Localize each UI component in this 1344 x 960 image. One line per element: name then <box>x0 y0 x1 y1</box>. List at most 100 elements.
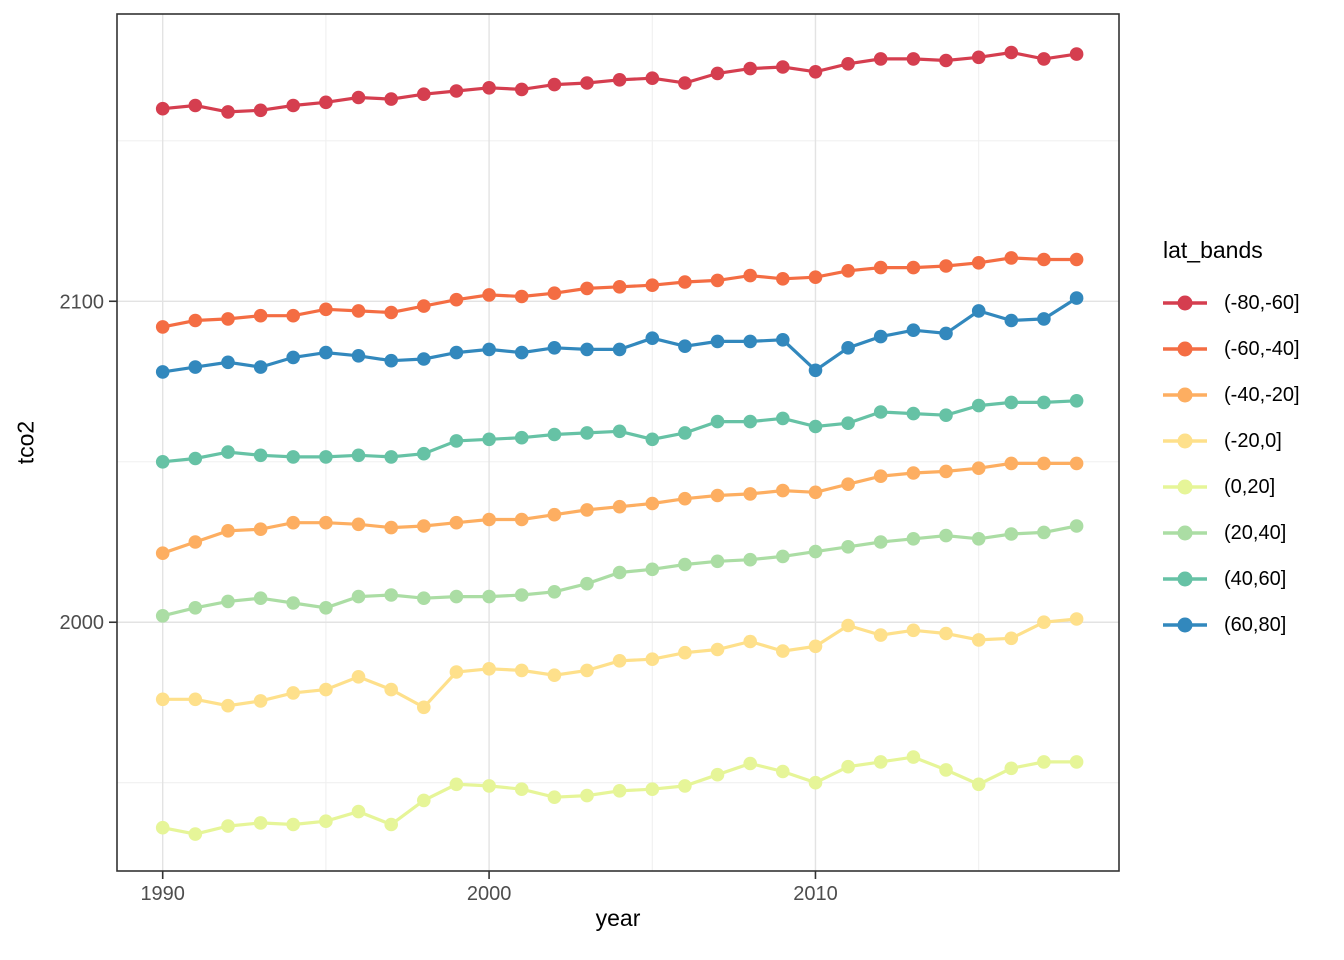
data-point <box>1069 456 1084 471</box>
legend-label: (20,40] <box>1224 521 1287 544</box>
data-point <box>776 272 790 286</box>
data-point <box>253 448 268 463</box>
data-point <box>417 591 431 605</box>
data-point <box>286 308 301 323</box>
data-point <box>939 763 953 777</box>
data-point <box>514 345 529 360</box>
data-point <box>1069 612 1084 626</box>
data-point <box>417 352 431 366</box>
data-point <box>221 594 235 609</box>
data-point <box>808 363 823 378</box>
data-point <box>547 585 562 599</box>
data-point <box>351 804 366 819</box>
data-point <box>482 589 496 604</box>
data-point <box>678 76 692 90</box>
data-point <box>906 750 921 764</box>
data-point <box>808 65 823 79</box>
data-point <box>351 448 366 463</box>
data-point <box>319 302 333 317</box>
data-point <box>482 342 496 357</box>
data-point <box>384 450 399 464</box>
data-point <box>873 329 888 344</box>
legend-title: lat_bands <box>1163 237 1263 263</box>
data-point <box>253 816 268 830</box>
data-point <box>580 426 594 440</box>
data-point <box>188 601 203 615</box>
data-point <box>449 345 464 360</box>
data-point <box>253 103 268 118</box>
data-point <box>1004 313 1019 328</box>
legend: lat_bands (-80,-60] (-60,-40] (-40,-20] (-2… <box>1163 237 1300 648</box>
data-point <box>351 670 366 684</box>
legend-key-icon <box>1163 433 1207 449</box>
data-point <box>188 313 203 328</box>
data-point <box>253 591 268 605</box>
legend-key-icon <box>1163 295 1207 311</box>
legend-item: (0,20] <box>1163 464 1300 510</box>
data-point <box>841 477 855 492</box>
data-point <box>645 782 660 796</box>
data-point <box>319 515 333 530</box>
data-point <box>776 483 790 498</box>
data-point <box>580 503 594 517</box>
data-point <box>1037 456 1051 471</box>
data-point <box>417 700 431 715</box>
data-point <box>1037 615 1051 629</box>
data-point <box>253 360 268 374</box>
data-point <box>841 759 855 774</box>
data-point <box>253 694 268 708</box>
data-point <box>253 308 268 323</box>
data-point <box>612 654 627 668</box>
y-axis-title: tco2 <box>12 420 39 465</box>
data-point <box>710 273 725 288</box>
data-point <box>776 644 790 658</box>
data-point <box>971 50 986 65</box>
data-point <box>384 682 399 697</box>
legend-key-icon <box>1163 341 1207 357</box>
data-point <box>514 588 529 602</box>
data-point <box>384 520 399 535</box>
data-point <box>188 451 203 466</box>
data-point <box>808 775 823 790</box>
data-point <box>612 784 627 798</box>
data-point <box>155 820 170 835</box>
data-point <box>906 323 921 338</box>
data-point <box>155 455 170 469</box>
data-point <box>1069 755 1084 769</box>
data-point <box>221 445 235 459</box>
data-point <box>351 90 366 105</box>
data-point <box>776 333 790 347</box>
data-point <box>645 278 660 293</box>
data-point <box>319 601 333 615</box>
data-point <box>678 339 692 354</box>
data-point <box>1004 761 1019 776</box>
data-point <box>547 77 562 92</box>
legend-item: (20,40] <box>1163 510 1300 556</box>
data-point <box>319 450 333 464</box>
data-point <box>1004 251 1019 265</box>
data-point <box>155 101 170 116</box>
data-point <box>808 485 823 500</box>
data-point <box>776 764 790 779</box>
data-point <box>1069 291 1084 305</box>
legend-item: (-60,-40] <box>1163 326 1300 372</box>
data-point <box>743 487 757 501</box>
data-point <box>906 406 921 421</box>
data-point <box>776 549 790 564</box>
data-point <box>1004 456 1019 471</box>
legend-key-icon <box>1163 479 1207 495</box>
data-point <box>580 342 594 357</box>
legend-label: (-60,-40] <box>1224 337 1300 360</box>
data-point <box>612 499 627 514</box>
data-point <box>449 777 464 792</box>
data-point <box>449 665 464 679</box>
data-point <box>514 512 529 527</box>
data-point <box>417 87 431 101</box>
data-point <box>188 535 203 549</box>
data-point <box>939 326 953 341</box>
data-point <box>1069 47 1084 61</box>
legend-label: (60,80] <box>1224 613 1287 636</box>
data-point <box>482 779 496 793</box>
data-point <box>384 588 399 602</box>
data-point <box>873 260 888 275</box>
